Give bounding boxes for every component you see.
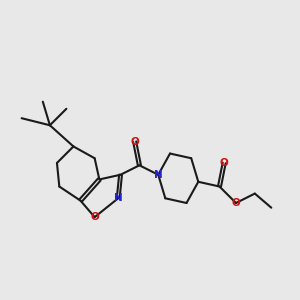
Text: O: O — [130, 137, 139, 147]
Text: N: N — [114, 193, 123, 203]
Text: O: O — [232, 198, 240, 208]
Text: N: N — [154, 170, 163, 180]
Text: O: O — [90, 212, 99, 222]
Text: O: O — [220, 158, 229, 168]
